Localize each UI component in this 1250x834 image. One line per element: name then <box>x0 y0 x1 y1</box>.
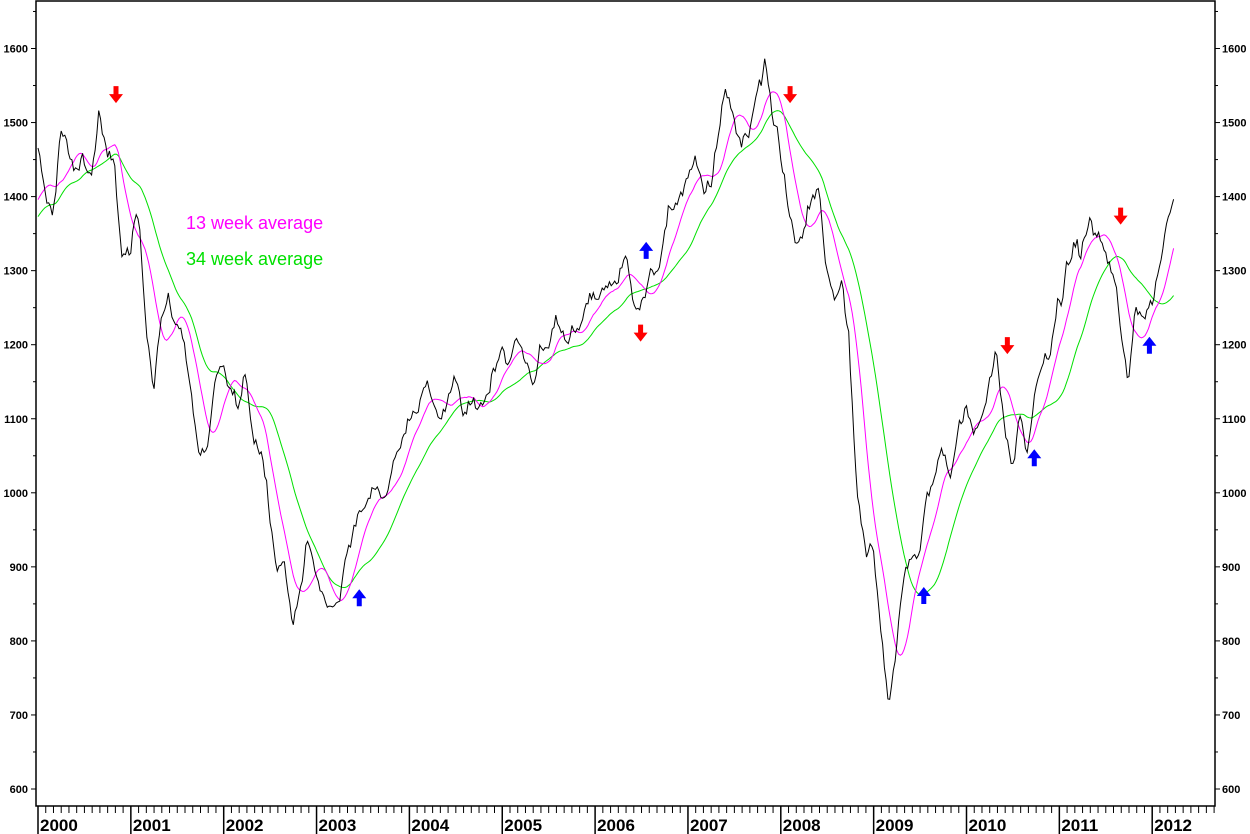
y-tick-label-left: 800 <box>10 636 28 648</box>
year-label: 2006 <box>597 816 635 834</box>
y-tick-label-left: 1400 <box>4 192 28 204</box>
y-tick-label-right: 700 <box>1222 710 1240 722</box>
y-tick-label-left: 700 <box>10 710 28 722</box>
year-label: 2001 <box>133 816 171 834</box>
y-tick-label-right: 900 <box>1222 562 1240 574</box>
y-tick-label-right: 1600 <box>1222 44 1246 56</box>
sell-arrow-icon <box>1113 207 1128 225</box>
year-label: 2000 <box>40 816 78 834</box>
legend-13-week: 13 week average <box>186 213 323 233</box>
y-tick-label-left: 1000 <box>4 488 28 500</box>
series-34-week-average <box>37 110 1174 596</box>
sell-arrow-icon <box>108 86 123 104</box>
plot-frame <box>35 0 1216 807</box>
axes: 600 600 700 700 800 800 900 900 1000 1000 1100 1100… <box>4 0 1246 834</box>
legend-34-week: 34 week average <box>186 249 323 269</box>
year-label: 2010 <box>969 816 1007 834</box>
year-label: 2002 <box>226 816 264 834</box>
year-label: 2007 <box>690 816 728 834</box>
y-tick-label-right: 1000 <box>1222 488 1246 500</box>
year-label: 2012 <box>1154 816 1192 834</box>
year-label: 2008 <box>783 816 821 834</box>
y-tick-label-left: 600 <box>10 784 28 796</box>
y-tick-label-left: 1600 <box>4 44 28 56</box>
series-weekly-price <box>37 58 1175 700</box>
year-label: 2009 <box>876 816 914 834</box>
buy-arrow-icon <box>1027 449 1042 467</box>
y-tick-label-right: 600 <box>1222 784 1240 796</box>
buy-arrow-icon <box>1142 336 1157 354</box>
y-tick-label-right: 1400 <box>1222 192 1246 204</box>
buy-arrow-icon <box>639 241 654 259</box>
legend: 13 week average 34 week average <box>186 213 323 269</box>
sell-arrow-icon <box>783 86 798 104</box>
y-tick-label-left: 1300 <box>4 266 28 278</box>
series <box>37 58 1175 700</box>
year-label: 2005 <box>504 816 542 834</box>
y-tick-label-left: 1100 <box>4 414 28 426</box>
sell-arrow-icon <box>1000 337 1015 355</box>
y-tick-label-right: 1200 <box>1222 340 1246 352</box>
series-13-week-average <box>37 91 1175 656</box>
y-tick-label-left: 1200 <box>4 340 28 352</box>
buy-arrow-icon <box>916 586 931 604</box>
year-label: 2004 <box>411 816 449 834</box>
sell-arrow-icon <box>633 324 648 342</box>
y-tick-label-right: 1300 <box>1222 266 1246 278</box>
y-tick-label-left: 900 <box>10 562 28 574</box>
y-tick-label-left: 1500 <box>4 118 28 130</box>
y-tick-label-right: 800 <box>1222 636 1240 648</box>
year-label: 2003 <box>319 816 357 834</box>
signal-arrows <box>108 86 1157 607</box>
year-label: 2011 <box>1061 816 1098 834</box>
y-tick-label-right: 1500 <box>1222 118 1246 130</box>
buy-arrow-icon <box>352 589 367 607</box>
y-tick-label-right: 1100 <box>1222 414 1246 426</box>
